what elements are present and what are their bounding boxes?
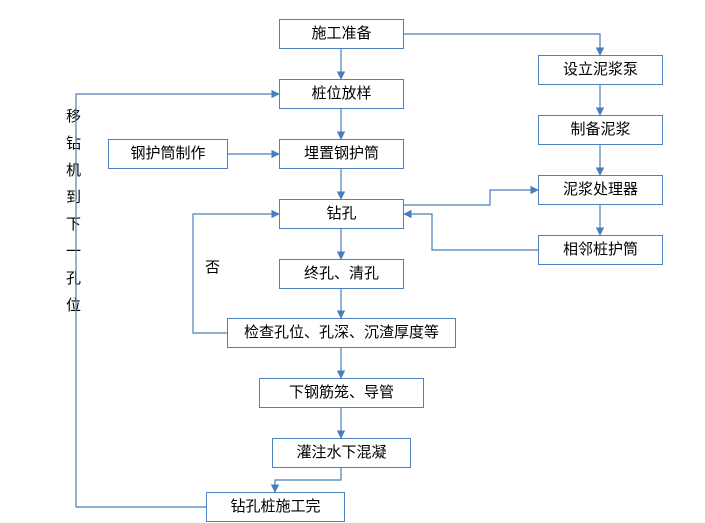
- node-label: 钢护筒制作: [130, 145, 205, 163]
- node-n13: 制备泥浆: [538, 115, 663, 145]
- node-label: 制备泥浆: [570, 121, 630, 139]
- vchar: 一: [66, 239, 81, 266]
- arrow-9: [404, 34, 600, 55]
- node-n10: 钻孔桩施工完: [206, 492, 345, 522]
- node-n14: 泥浆处理器: [538, 175, 663, 205]
- vchar: 下: [66, 212, 81, 239]
- node-n4: 钻孔: [279, 199, 404, 229]
- node-n7: 检查孔位、孔深、沉渣厚度等: [227, 318, 456, 348]
- arrow-7: [275, 468, 341, 492]
- node-label: 终孔、清孔: [304, 265, 379, 283]
- node-label: 泥浆处理器: [563, 181, 638, 199]
- node-n11: 钢护筒制作: [108, 139, 228, 169]
- node-label: 钻孔桩施工完: [230, 498, 320, 516]
- flowchart-canvas: { "stroke": "#4a7ebb", "nodes": { "n1": …: [0, 0, 705, 523]
- vchar: 钻: [66, 131, 81, 158]
- node-label: 桩位放样: [311, 85, 371, 103]
- node-n15: 相邻桩护筒: [538, 235, 663, 265]
- vchar: 移: [66, 104, 81, 131]
- node-label: 施工准备: [311, 25, 371, 43]
- node-label: 检查孔位、孔深、沉渣厚度等: [244, 324, 439, 342]
- vchar: 孔: [66, 266, 81, 293]
- node-label: 下钢筋笼、导管: [289, 384, 394, 402]
- label-no: 否: [205, 256, 220, 277]
- node-label: 埋置钢护筒: [304, 145, 379, 163]
- node-n12: 设立泥浆泵: [538, 55, 663, 85]
- node-label: 相邻桩护筒: [563, 241, 638, 259]
- node-label: 灌注水下混凝: [296, 444, 386, 462]
- vchar: 到: [66, 185, 81, 212]
- node-n8: 下钢筋笼、导管: [259, 378, 424, 408]
- node-n3: 埋置钢护筒: [279, 139, 404, 169]
- node-n6: 终孔、清孔: [279, 259, 404, 289]
- vertical-label: 移钻机到下一孔位: [66, 104, 81, 320]
- node-label: 钻孔: [326, 205, 356, 223]
- vchar: 位: [66, 293, 81, 320]
- node-n2: 桩位放样: [279, 79, 404, 109]
- arrow-14: [404, 190, 538, 205]
- node-n1: 施工准备: [279, 19, 404, 49]
- arrow-13: [404, 214, 538, 250]
- node-label: 设立泥浆泵: [563, 61, 638, 79]
- node-n9: 灌注水下混凝: [272, 438, 411, 468]
- vchar: 机: [66, 158, 81, 185]
